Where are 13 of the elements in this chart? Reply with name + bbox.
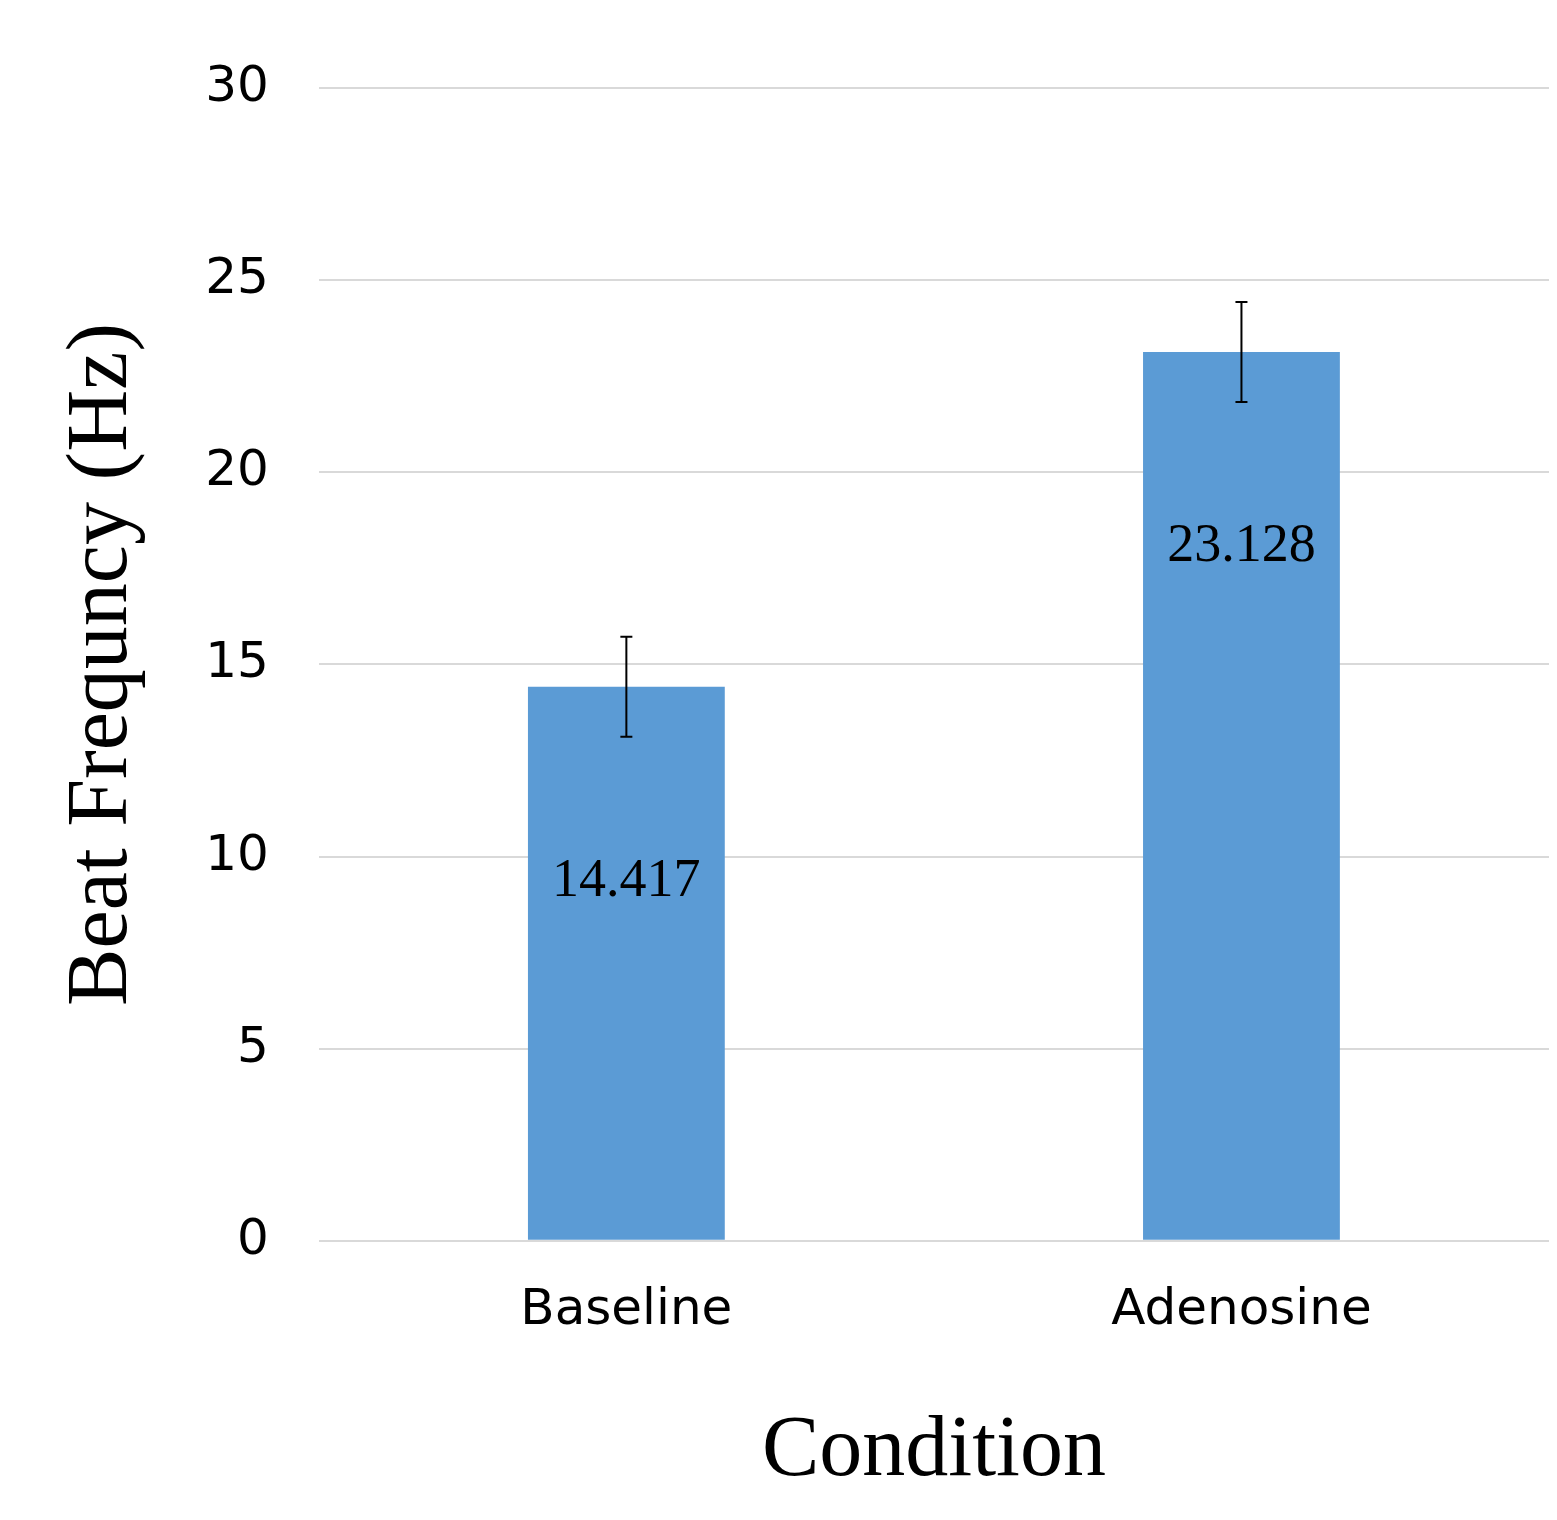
data-label: 14.417: [552, 847, 701, 908]
x-tick-label: Baseline: [520, 1277, 733, 1336]
y-tick-label: 5: [237, 1015, 269, 1074]
x-axis-title: Condition: [761, 1397, 1106, 1494]
y-tick-label: 10: [205, 823, 269, 882]
y-axis-title: Beat Frequncy (Hz): [49, 322, 146, 1006]
y-tick-label: 15: [205, 631, 269, 690]
x-tick-label: Adenosine: [1111, 1277, 1372, 1336]
y-tick-label: 30: [205, 54, 269, 113]
y-tick-label: 25: [205, 247, 269, 306]
y-tick-label: 20: [205, 439, 269, 498]
data-label: 23.128: [1167, 513, 1316, 574]
y-tick-label: 0: [237, 1207, 269, 1266]
